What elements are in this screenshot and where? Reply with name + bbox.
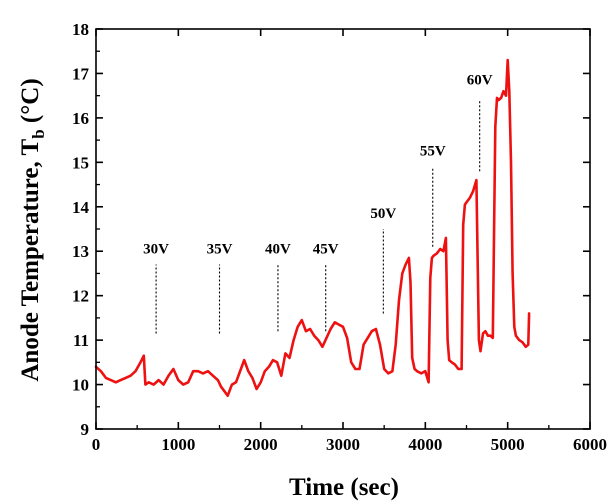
- axes: 0 1000 2000 3000 4000 5000 6000 9 10 11 12 13 14 15 16…: [72, 20, 607, 454]
- x-axis-label: Time (sec): [289, 474, 399, 501]
- y-axis-label-unit: (°C): [17, 78, 44, 129]
- annotation-label: 30V: [143, 241, 169, 257]
- annotation-label: 55V: [420, 144, 446, 160]
- annotations: 30V 35V 40V 45V 50V 55V 60V: [143, 73, 493, 334]
- x-tick-label: 1000: [161, 435, 195, 454]
- y-tick-label: 11: [73, 331, 89, 350]
- x-tick-label: 3000: [326, 435, 360, 454]
- x-tick-label: 2000: [244, 435, 278, 454]
- y-tick-label: 17: [72, 64, 90, 83]
- x-tick-label: 0: [92, 435, 101, 454]
- y-tick-label: 13: [72, 242, 89, 261]
- y-tick-label: 9: [81, 420, 90, 439]
- annotation-label: 45V: [313, 241, 339, 257]
- x-tick-label: 4000: [408, 435, 442, 454]
- y-tick-label: 14: [72, 198, 90, 217]
- y-tick-label: 18: [72, 20, 89, 39]
- plot-frame: [95, 28, 591, 430]
- x-tick-label: 6000: [573, 435, 607, 454]
- y-axis-label-main: Anode Temperature, T: [17, 138, 44, 381]
- y-tick-label: 16: [72, 109, 89, 128]
- series-line-0: [94, 58, 531, 398]
- annotation-label: 40V: [265, 241, 291, 257]
- y-axis-label-subscript: b: [29, 129, 48, 138]
- y-axis-label: Anode Temperature, Tb (°C): [17, 78, 48, 381]
- x-tick-label: 5000: [491, 435, 525, 454]
- annotation-label: 60V: [467, 73, 493, 89]
- y-tick-label: 15: [72, 153, 89, 172]
- plot-area: [94, 58, 531, 398]
- y-tick-label: 12: [72, 287, 89, 306]
- y-tick-label: 10: [72, 376, 89, 395]
- annotation-label: 35V: [207, 241, 233, 257]
- annotation-label: 50V: [370, 206, 396, 222]
